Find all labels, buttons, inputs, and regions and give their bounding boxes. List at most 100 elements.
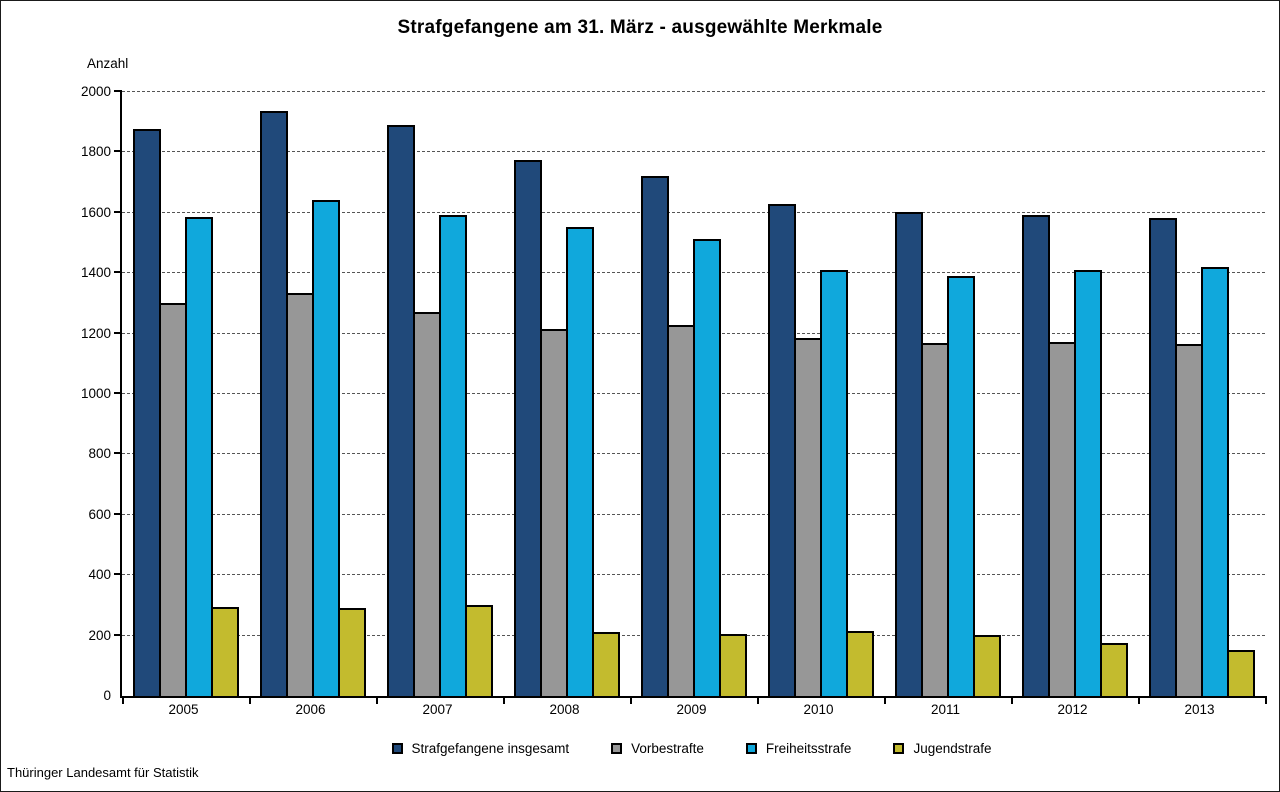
bar-group-2011	[884, 92, 1011, 696]
x-tick-3	[503, 696, 505, 704]
bar-strafgefangene-insgesamt-2013	[1148, 217, 1177, 696]
bar-group-2008	[503, 92, 630, 696]
x-axis-label-2006: 2006	[295, 702, 326, 717]
y-tick-200	[114, 633, 122, 636]
y-axis-label-2000: 2000	[80, 84, 111, 99]
bar-jugendstrafe-2005	[210, 606, 239, 696]
bar-freiheitsstrafe-2012	[1073, 270, 1102, 696]
plot-area	[114, 90, 1267, 704]
x-axis-label-2011: 2011	[930, 702, 961, 717]
x-axis-label-2013: 2013	[1184, 702, 1215, 717]
y-axis-labels: 0 200 400 600 800 1000 1200 1400 1600 1800 2000	[1, 84, 111, 703]
legend-item-vorbestrafte: Vorbestrafte	[611, 741, 704, 756]
legend: Strafgefangene insgesamt Vorbestrafte Frei…	[120, 741, 1263, 756]
bar-group-2006	[249, 92, 376, 696]
legend-swatch-freiheitsstrafe	[745, 743, 757, 754]
y-axis-label-400: 400	[88, 567, 111, 583]
bar-freiheitsstrafe-2009	[692, 239, 721, 696]
bar-vorbestrafte-2012	[1047, 342, 1076, 696]
y-axis-title: Anzahl	[87, 56, 129, 71]
bar-jugendstrafe-2008	[591, 632, 620, 696]
bar-jugendstrafe-2007	[464, 605, 493, 696]
bar-freiheitsstrafe-2006	[311, 199, 340, 696]
x-axis-label-2009: 2009	[676, 702, 707, 717]
bar-vorbestrafte-2006	[285, 293, 314, 696]
x-axis-label-2010: 2010	[803, 702, 834, 717]
bar-strafgefangene-insgesamt-2009	[640, 176, 669, 696]
bar-strafgefangene-insgesamt-2012	[1021, 215, 1050, 696]
y-axis-label-1200: 1200	[80, 325, 111, 341]
y-axis-label-200: 200	[88, 627, 111, 643]
bar-group-2007	[376, 92, 503, 696]
bar-strafgefangene-insgesamt-2008	[513, 160, 542, 696]
x-tick-8	[1138, 696, 1140, 704]
y-tick-400	[114, 573, 122, 576]
x-tick-7	[1011, 696, 1013, 704]
bar-strafgefangene-insgesamt-2006	[259, 111, 288, 696]
legend-label-freiheitsstrafe: Freiheitsstrafe	[765, 741, 852, 756]
legend-swatch-jugendstrafe	[893, 743, 905, 754]
bar-strafgefangene-insgesamt-2011	[894, 211, 923, 696]
x-axis-label-2008: 2008	[549, 702, 580, 717]
bar-group-2012	[1011, 92, 1138, 696]
bar-strafgefangene-insgesamt-2010	[767, 203, 796, 696]
bar-freiheitsstrafe-2013	[1200, 267, 1229, 696]
y-tick-1200	[114, 331, 122, 334]
bar-jugendstrafe-2013	[1226, 650, 1255, 696]
gridline-1800	[122, 151, 1265, 153]
y-axis-label-1400: 1400	[80, 265, 111, 281]
x-tick-2	[376, 696, 378, 704]
x-axis-label-2005: 2005	[168, 702, 199, 717]
y-tick-1800	[114, 150, 122, 153]
bar-freiheitsstrafe-2010	[819, 269, 848, 696]
bar-vorbestrafte-2013	[1174, 344, 1203, 696]
bar-group-2013	[1138, 92, 1265, 696]
chart-title: Strafgefangene am 31. März - ausgewählte…	[397, 17, 883, 38]
x-axis-labels: 2005 2006 2007 2008 2009 2010 2011 2012 2013	[120, 702, 1263, 717]
bar-freiheitsstrafe-2005	[184, 217, 213, 696]
gridline-2000	[122, 91, 1265, 92]
x-tick-9	[1265, 696, 1267, 704]
bar-vorbestrafte-2007	[412, 312, 441, 696]
x-axis-label-2012: 2012	[1057, 702, 1088, 717]
legend-swatch-vorbestrafte	[611, 743, 623, 754]
x-tick-5	[757, 696, 759, 704]
y-tick-600	[114, 512, 122, 515]
bar-vorbestrafte-2011	[920, 342, 949, 696]
y-tick-2000	[114, 90, 122, 92]
bar-freiheitsstrafe-2007	[438, 214, 467, 696]
y-axis-label-0: 0	[103, 688, 111, 703]
bar-group-2005	[122, 92, 249, 696]
bar-vorbestrafte-2005	[158, 303, 187, 696]
x-tick-1	[249, 696, 251, 704]
x-tick-4	[630, 696, 632, 704]
x-tick-6	[884, 696, 886, 704]
bar-group-2010	[757, 92, 884, 696]
y-axis-label-600: 600	[88, 506, 111, 522]
bar-jugendstrafe-2010	[845, 630, 874, 696]
gridline-1600	[122, 211, 1265, 213]
y-tick-800	[114, 452, 122, 455]
legend-label-jugendstrafe: Jugendstrafe	[913, 741, 992, 756]
y-axis-label-800: 800	[88, 446, 111, 462]
bar-jugendstrafe-2011	[972, 634, 1001, 696]
legend-label-vorbestrafte: Vorbestrafte	[631, 741, 704, 756]
bar-strafgefangene-insgesamt-2005	[132, 128, 161, 696]
legend-swatch-strafgefangene-insgesamt	[391, 743, 403, 754]
y-axis-label-1000: 1000	[80, 386, 111, 401]
bar-jugendstrafe-2009	[718, 633, 747, 696]
y-axis-label-1800: 1800	[80, 144, 111, 160]
legend-item-jugendstrafe: Jugendstrafe	[893, 741, 992, 756]
bar-freiheitsstrafe-2011	[946, 275, 975, 696]
bar-vorbestrafte-2008	[539, 329, 568, 696]
y-tick-1600	[114, 210, 122, 213]
bar-vorbestrafte-2009	[666, 324, 695, 696]
x-tick-0	[122, 696, 124, 704]
source-note: Thüringer Landesamt für Statistik	[7, 765, 199, 780]
bar-jugendstrafe-2012	[1099, 642, 1128, 696]
bar-strafgefangene-insgesamt-2007	[386, 124, 415, 696]
legend-item-freiheitsstrafe: Freiheitsstrafe	[745, 741, 852, 756]
bar-vorbestrafte-2010	[793, 338, 822, 696]
legend-item-strafgefangene-insgesamt: Strafgefangene insgesamt	[391, 741, 569, 756]
